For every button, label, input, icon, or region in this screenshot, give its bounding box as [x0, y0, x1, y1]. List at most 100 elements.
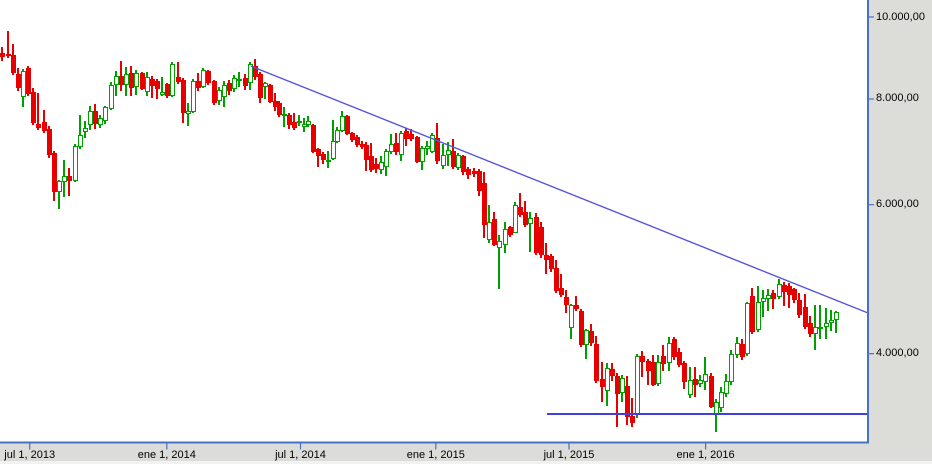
candle[interactable]	[227, 80, 232, 95]
candle[interactable]	[369, 143, 374, 172]
candle[interactable]	[262, 82, 269, 99]
candle[interactable]	[360, 141, 365, 149]
candle[interactable]	[817, 305, 824, 339]
candle[interactable]	[693, 367, 698, 397]
candle[interactable]	[492, 212, 497, 246]
candle[interactable]	[539, 222, 544, 258]
candle[interactable]	[477, 169, 482, 196]
candle[interactable]	[330, 120, 337, 160]
candle[interactable]	[755, 286, 762, 332]
candle[interactable]	[243, 74, 248, 90]
candle[interactable]	[287, 113, 292, 129]
candle[interactable]	[682, 361, 687, 389]
candle[interactable]	[20, 69, 27, 107]
candle[interactable]	[97, 115, 104, 128]
candle[interactable]	[508, 226, 513, 237]
candle[interactable]	[589, 324, 594, 346]
candle[interactable]	[144, 72, 151, 96]
candle[interactable]	[253, 59, 258, 80]
candle[interactable]	[718, 387, 725, 412]
candle[interactable]	[812, 305, 819, 350]
candle[interactable]	[398, 131, 405, 161]
candle[interactable]	[339, 111, 346, 132]
candle[interactable]	[185, 103, 192, 126]
candle[interactable]	[574, 296, 579, 311]
candle[interactable]	[702, 357, 709, 390]
candle[interactable]	[26, 66, 31, 96]
candle[interactable]	[568, 304, 575, 339]
candle[interactable]	[615, 373, 620, 427]
candle[interactable]	[792, 288, 797, 303]
candle[interactable]	[646, 359, 651, 385]
candle[interactable]	[579, 309, 584, 347]
candle[interactable]	[728, 350, 735, 385]
candle[interactable]	[301, 118, 308, 132]
candle[interactable]	[594, 336, 599, 383]
candle[interactable]	[634, 354, 641, 418]
candle[interactable]	[321, 152, 326, 164]
candle[interactable]	[155, 79, 160, 99]
candle[interactable]	[169, 62, 176, 97]
candle[interactable]	[231, 75, 238, 92]
candle[interactable]	[776, 279, 783, 299]
candle[interactable]	[564, 290, 569, 313]
candle[interactable]	[305, 116, 312, 127]
candle[interactable]	[334, 127, 341, 143]
candle[interactable]	[472, 168, 477, 177]
candle[interactable]	[133, 70, 140, 95]
candle[interactable]	[42, 110, 47, 133]
candle[interactable]	[123, 67, 130, 96]
candle[interactable]	[797, 293, 802, 318]
candle[interactable]	[258, 72, 263, 103]
candle[interactable]	[129, 66, 134, 96]
candle[interactable]	[760, 290, 767, 317]
candle[interactable]	[108, 82, 115, 110]
candle[interactable]	[419, 146, 426, 170]
candle[interactable]	[150, 76, 155, 98]
candle[interactable]	[518, 193, 523, 217]
candle[interactable]	[374, 158, 379, 173]
candle[interactable]	[415, 136, 420, 163]
candle[interactable]	[383, 149, 390, 176]
candle[interactable]	[782, 282, 787, 306]
candle[interactable]	[661, 345, 666, 371]
candle[interactable]	[451, 139, 456, 169]
candle[interactable]	[466, 167, 471, 179]
candle[interactable]	[190, 79, 197, 113]
candle[interactable]	[549, 254, 554, 272]
candle[interactable]	[273, 93, 278, 111]
candle[interactable]	[744, 302, 751, 356]
candle[interactable]	[765, 289, 772, 311]
candle[interactable]	[482, 172, 487, 238]
candle[interactable]	[268, 84, 273, 103]
candle[interactable]	[687, 367, 694, 398]
candle[interactable]	[445, 142, 452, 166]
candle[interactable]	[350, 132, 355, 142]
candle[interactable]	[216, 87, 223, 105]
candle[interactable]	[181, 78, 186, 123]
candle[interactable]	[311, 124, 316, 153]
candle[interactable]	[544, 243, 549, 274]
candle[interactable]	[527, 212, 534, 252]
candle[interactable]	[61, 160, 68, 197]
candle[interactable]	[345, 115, 350, 135]
candle[interactable]	[655, 355, 662, 386]
candle[interactable]	[159, 77, 166, 96]
candle[interactable]	[734, 337, 741, 358]
candle[interactable]	[102, 106, 109, 124]
candle[interactable]	[93, 104, 98, 129]
candle[interactable]	[221, 81, 228, 107]
candle[interactable]	[666, 337, 673, 371]
candle[interactable]	[196, 73, 201, 91]
candle[interactable]	[750, 288, 755, 334]
candle[interactable]	[424, 141, 431, 155]
candle[interactable]	[619, 375, 626, 402]
candle[interactable]	[281, 107, 288, 127]
candle[interactable]	[512, 202, 519, 234]
candle[interactable]	[165, 83, 170, 98]
candle[interactable]	[236, 72, 243, 87]
candle[interactable]	[404, 128, 409, 146]
candle[interactable]	[325, 151, 332, 168]
candle[interactable]	[455, 153, 462, 170]
